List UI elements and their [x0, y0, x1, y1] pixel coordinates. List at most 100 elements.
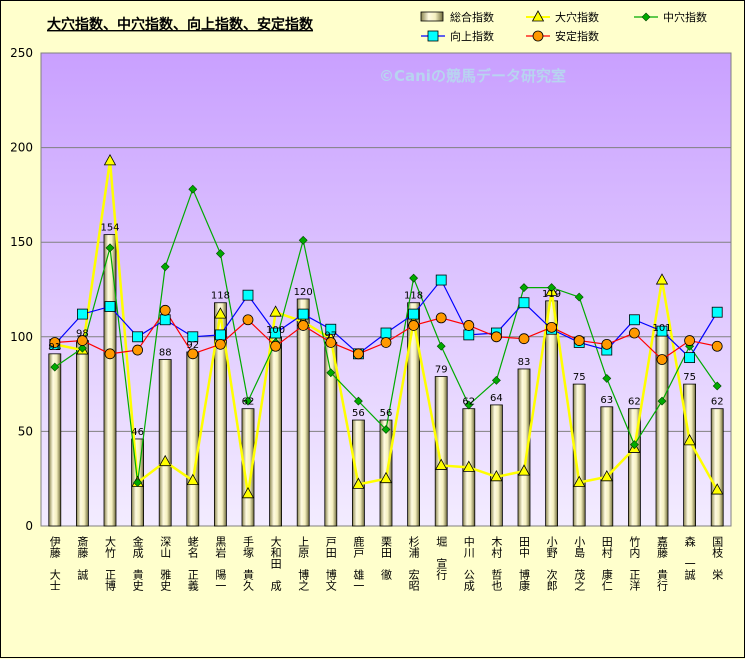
triangle-marker	[352, 477, 365, 489]
x-tick-label: 田村 康仁	[600, 536, 613, 591]
x-tick-label: 小野 次郎	[545, 536, 558, 591]
x-tick-label: 上原 博之	[297, 536, 310, 591]
circle-marker	[242, 314, 254, 326]
diamond-marker	[215, 249, 225, 258]
diamond-marker	[574, 292, 584, 302]
triangle-marker	[103, 154, 117, 166]
diamond-marker	[353, 396, 363, 406]
circle-marker	[297, 320, 309, 331]
markers	[48, 154, 724, 499]
bar	[296, 298, 310, 527]
data-label: 62	[242, 397, 255, 408]
bar	[186, 351, 200, 527]
square-marker	[711, 306, 723, 318]
diamond-marker	[381, 425, 391, 434]
circle-marker	[463, 320, 475, 331]
data-label: 46	[131, 427, 144, 438]
x-tick-label: 鹿戸 雄一	[352, 535, 365, 591]
bar	[545, 300, 558, 527]
legend-label: 向上指数	[450, 29, 494, 43]
y-tick-label: 150	[10, 235, 33, 249]
x-tick-label: 手塚 貴久	[242, 535, 255, 592]
data-label: 62	[711, 397, 724, 408]
square-marker	[270, 327, 282, 339]
data-label: 118	[404, 291, 423, 302]
data-label: 119	[542, 289, 561, 300]
circle-marker	[435, 312, 447, 324]
diamond-marker	[50, 362, 60, 372]
triangle-marker	[186, 473, 199, 485]
diamond-marker	[464, 400, 474, 410]
triangle-marker	[159, 454, 172, 467]
bar	[269, 336, 283, 527]
watermark: ©Caniの競馬データ研究室	[379, 67, 566, 85]
data-label: 118	[211, 291, 230, 302]
bar	[600, 406, 614, 527]
diamond-marker	[326, 368, 336, 378]
data-label: 63	[600, 395, 613, 406]
diamond-marker	[641, 12, 651, 22]
triangle-marker	[655, 273, 669, 285]
x-axis-ticks: 伊藤 大士 斎藤 誠 大竹 正博 金成 貴史 深山 雅史 蛯名 正義 黒岩 陽一 手塚 貴久 大…	[48, 535, 723, 592]
triangle-marker	[711, 483, 724, 495]
y-axis-ticks: 0 50 100 150 200 250	[10, 46, 33, 533]
triangle-marker	[573, 475, 586, 487]
x-tick-label: 大竹 正博	[104, 535, 117, 592]
square-marker	[242, 289, 254, 301]
diamond-marker	[105, 243, 115, 253]
data-label: 56	[380, 408, 393, 419]
x-tick-label: 嘉藤 貴行	[656, 535, 669, 592]
circle-marker	[573, 335, 585, 346]
data-label: 83	[518, 357, 531, 368]
square-marker	[297, 308, 309, 320]
y-tick-label: 50	[18, 424, 33, 438]
circle-marker	[77, 335, 88, 346]
diamond-marker	[133, 478, 143, 487]
square-marker	[656, 325, 668, 337]
circle-marker	[49, 337, 61, 348]
data-label: 91	[48, 342, 61, 353]
square-marker	[104, 301, 116, 312]
square-marker	[325, 323, 337, 335]
diamond-marker	[519, 283, 529, 293]
x-tick-label: 伊藤 大士	[48, 536, 61, 591]
square-marker	[187, 331, 199, 343]
data-label: 64	[490, 393, 503, 404]
x-tick-label: 蛯名 正義	[186, 536, 199, 591]
diamond-marker	[547, 283, 557, 293]
square-marker	[408, 308, 420, 320]
diamond-marker	[298, 235, 308, 245]
y-tick-label: 200	[10, 141, 33, 155]
circle-marker	[159, 304, 171, 316]
circle-marker	[352, 348, 364, 360]
triangle-marker	[379, 471, 393, 484]
y-tick-label: 100	[10, 330, 33, 344]
x-tick-label: 金成 貴史	[131, 535, 144, 592]
triangle-marker	[435, 458, 448, 470]
bar	[351, 419, 365, 527]
triangle-marker	[462, 460, 475, 472]
square-marker	[463, 329, 475, 341]
y-tick-label: 0	[25, 519, 33, 533]
square-marker	[77, 308, 88, 320]
square-marker	[380, 327, 392, 339]
circle-marker	[684, 335, 695, 346]
data-label: 56	[352, 408, 365, 419]
data-label: 154	[100, 223, 119, 234]
circle-marker	[546, 321, 557, 333]
square-marker	[435, 274, 447, 286]
bar	[489, 404, 503, 527]
circle-marker	[408, 320, 420, 331]
chart-title: 大穴指数、中穴指数、向上指数、安定指数	[47, 16, 314, 33]
bar	[213, 302, 227, 527]
bar	[683, 383, 696, 527]
circle-marker	[518, 333, 530, 345]
diamond-marker	[657, 396, 667, 406]
diamond-marker	[243, 396, 253, 406]
triangle-marker	[490, 469, 503, 482]
x-tick-label: 中川 公成	[462, 536, 475, 592]
y-tick-label: 250	[10, 46, 33, 60]
legend-label: 安定指数	[555, 29, 599, 43]
